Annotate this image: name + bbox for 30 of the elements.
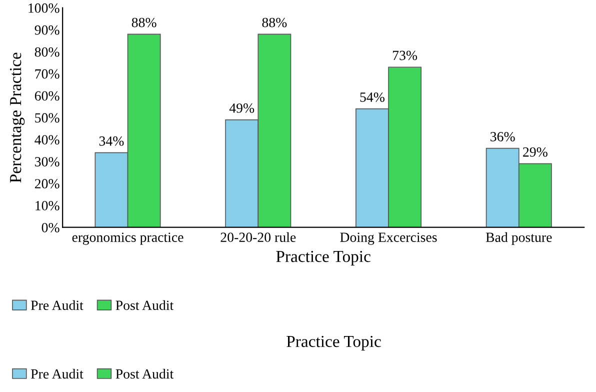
data-label: 54%: [360, 92, 384, 102]
y-tick-label: 40%: [34, 135, 60, 145]
data-label: 34%: [99, 136, 124, 146]
y-tick-label: 0%: [42, 222, 60, 232]
y-tick-label: 10%: [36, 200, 60, 210]
text: Pre Audit: [30, 368, 84, 379]
y-tick-label: 100%: [28, 3, 60, 13]
data-label: 88%: [132, 18, 156, 28]
y-tick-label: 20%: [34, 179, 60, 188]
data-label: 88%: [262, 18, 287, 28]
y-tick-label: 80%: [34, 47, 60, 57]
text: Post Audit: [116, 368, 174, 379]
legend-label: Post Audit: [116, 300, 174, 310]
data-label: 36%: [490, 132, 515, 142]
y-tick-label: 30%: [35, 157, 60, 167]
text: Practice Topic: [286, 336, 381, 350]
legend-label: Pre Audit: [30, 300, 84, 310]
x-tick-label: Doing Excercises: [340, 232, 437, 245]
data-label: 49%: [229, 103, 254, 113]
data-label: 29%: [523, 147, 548, 157]
y-tick-label: 50%: [35, 113, 60, 123]
y-axis-title: Percentage Practice: [10, 52, 25, 183]
data-label: 73%: [393, 50, 418, 60]
x-tick-label: Bad posture: [486, 232, 552, 245]
x-tick-label: 20-20-20 rule: [220, 232, 296, 242]
y-tick-label: 90%: [34, 25, 60, 35]
x-tick-label: ergonomics practice: [72, 232, 184, 245]
y-tick-label: 70%: [35, 69, 60, 79]
y-tick-label: 60%: [34, 91, 60, 101]
x-axis-title: Practice Topic: [276, 250, 370, 266]
